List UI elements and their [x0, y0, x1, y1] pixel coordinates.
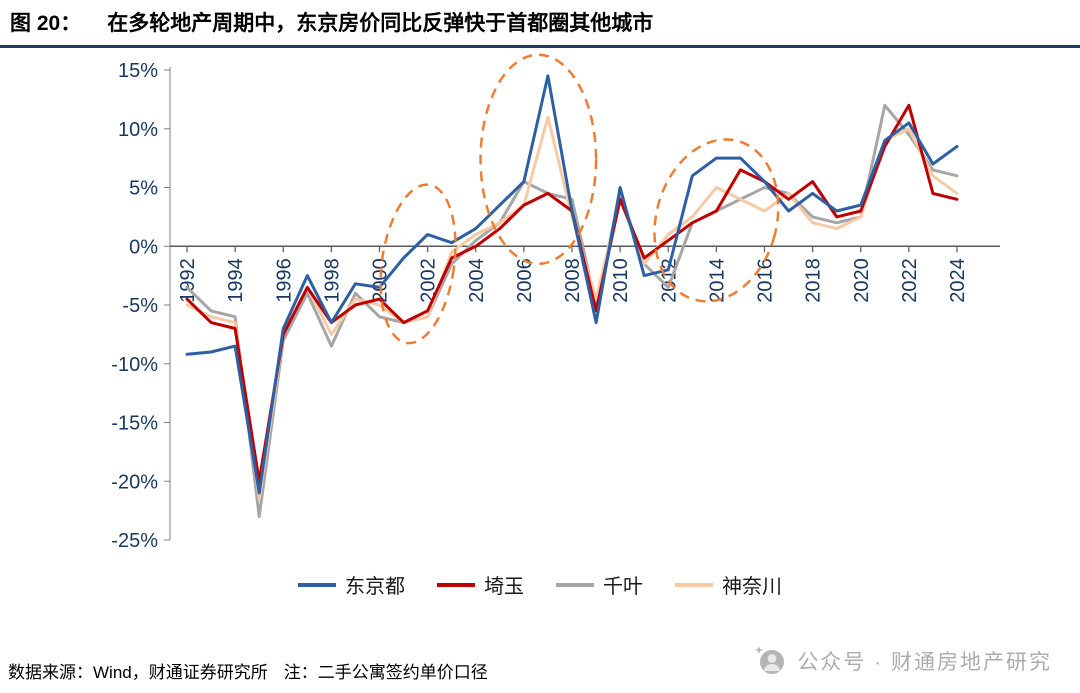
annotation-ellipse-3 [653, 138, 780, 303]
legend-item-tokyo: 东京都 [298, 570, 405, 599]
annotation-ellipse-2 [479, 53, 598, 266]
x-tick-label: 2010 [610, 258, 632, 303]
legend-item-saitama: 埼玉 [437, 570, 524, 599]
y-tick-label: -5% [122, 295, 158, 317]
line-kanagawa [185, 115, 959, 501]
x-tick-label: 2024 [947, 258, 969, 303]
data-source-text: 数据来源：Wind，财通证券研究所 [8, 663, 268, 682]
legend-swatch-tokyo [298, 582, 336, 587]
chart-legend: 东京都 埼玉 千叶 神奈川 [0, 570, 1080, 599]
legend-swatch-chiba [556, 582, 594, 587]
legend-label-chiba: 千叶 [603, 576, 643, 598]
legend-item-chiba: 千叶 [556, 570, 643, 599]
y-tick-label: 10% [118, 119, 158, 141]
x-tick-label: 2006 [514, 258, 536, 303]
y-tick-label: -20% [111, 471, 158, 493]
y-tick-label: -25% [111, 530, 158, 552]
line-tokyo [185, 74, 959, 495]
y-tick-label: 15% [118, 60, 158, 82]
watermark-text: 公众号 · 财通房地产研究 [797, 651, 1052, 674]
x-tick-label: 2016 [755, 258, 777, 303]
legend-label-kanagawa: 神奈川 [722, 576, 782, 598]
y-tick-label: -15% [111, 413, 158, 435]
x-tick-label: 1996 [273, 258, 295, 303]
x-tick-label: 2008 [562, 258, 584, 303]
x-tick-label: 2020 [851, 258, 873, 303]
title-underline-rule [0, 45, 1080, 48]
legend-label-saitama: 埼玉 [484, 576, 524, 598]
caliber-note-text: 注：二手公寓签约单价口径 [283, 663, 488, 682]
y-tick-label: -10% [111, 354, 158, 376]
y-tick-label: 0% [129, 236, 158, 258]
x-tick-label: 1992 [177, 258, 199, 303]
x-tick-label: 2004 [466, 258, 488, 303]
x-tick-label: 2002 [418, 258, 440, 303]
x-tick-label: 2018 [803, 258, 825, 303]
figure-number: 图 20： [10, 12, 82, 35]
watermark: 公众号 · 财通房地产研究 [755, 645, 1052, 677]
legend-swatch-saitama [437, 582, 475, 587]
x-tick-label: 2000 [370, 258, 392, 303]
legend-item-kanagawa: 神奈川 [675, 570, 782, 599]
x-tick-label: 2022 [899, 258, 921, 303]
figure-title-text: 在多轮地产周期中，东京房价同比反弹快于首都圈其他城市 [107, 12, 654, 35]
x-tick-label: 2014 [706, 258, 728, 303]
legend-swatch-kanagawa [675, 582, 713, 587]
y-tick-label: 5% [129, 178, 158, 200]
wechat-account-icon [755, 646, 785, 674]
figure-title: 图 20： 在多轮地产周期中，东京房价同比反弹快于首都圈其他城市 [10, 7, 1070, 37]
legend-label-tokyo: 东京都 [345, 576, 405, 598]
x-tick-label: 1994 [225, 258, 247, 303]
line-chiba [185, 103, 959, 518]
annotation-ellipse-1 [379, 183, 457, 345]
x-tick-label: 1998 [321, 258, 343, 303]
source-note: 数据来源：Wind，财通证券研究所 注：二手公寓签约单价口径 [8, 658, 488, 683]
chart-svg: 15% 10% 5% 0% -5% -10% -15% -20% -25% 1992 1994 199… [111, 53, 1000, 552]
